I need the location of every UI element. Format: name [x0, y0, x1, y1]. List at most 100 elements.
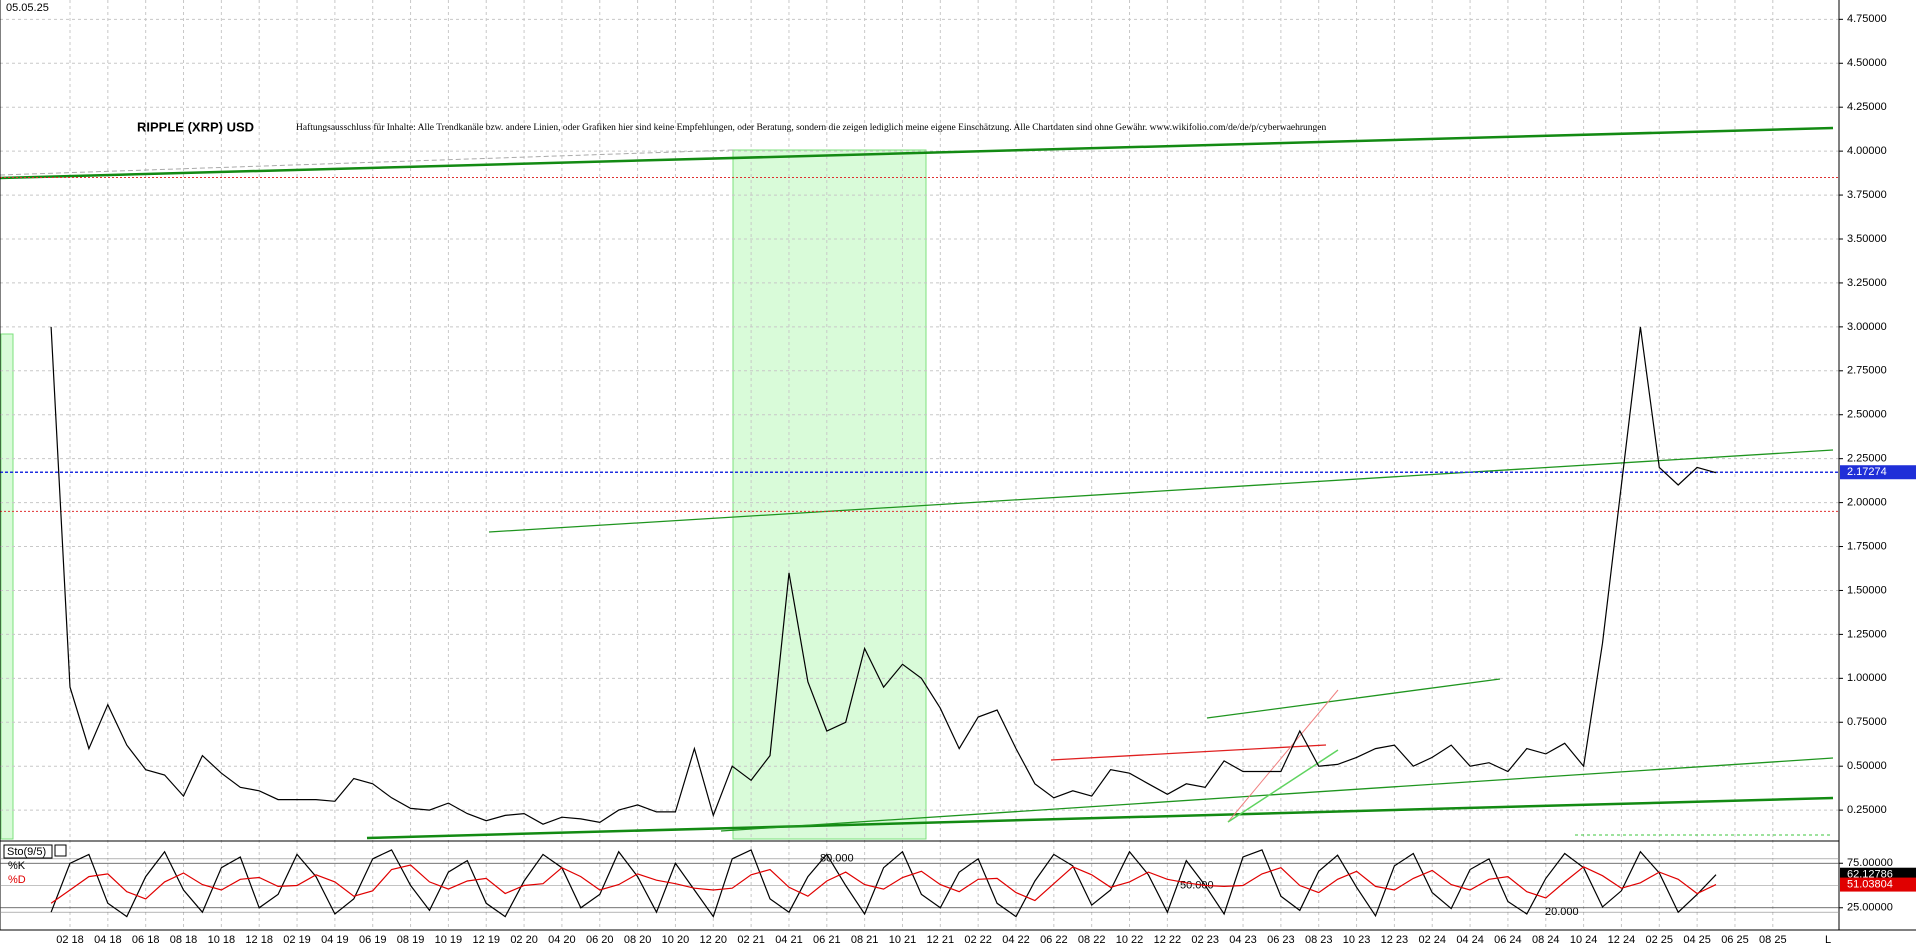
x-tick-label: 02 18 — [56, 934, 84, 946]
y-tick-label: 1.25000 — [1847, 628, 1887, 640]
x-tick-label: 04 19 — [321, 934, 349, 946]
x-tick-label: 02 21 — [737, 934, 765, 946]
x-tick-label: 08 24 — [1532, 934, 1560, 946]
value-label: 51.03804 — [1847, 878, 1893, 890]
x-tick-label: 10 21 — [889, 934, 917, 946]
trendline — [720, 757, 1834, 832]
x-tick-label: 10 18 — [208, 934, 236, 946]
corner-label: L — [1825, 934, 1831, 946]
x-tick-label: 04 25 — [1683, 934, 1711, 946]
y-tick-label: 1.75000 — [1847, 540, 1887, 552]
y-tick-label: 1.00000 — [1847, 672, 1887, 684]
x-tick-label: 06 22 — [1040, 934, 1068, 946]
trendline — [0, 149, 734, 176]
x-tick-label: 02 22 — [964, 934, 992, 946]
trendlines — [0, 126, 1839, 840]
expand-button[interactable] — [54, 844, 67, 857]
x-tick-label: 10 22 — [1116, 934, 1144, 946]
x-tick-label: 04 23 — [1229, 934, 1257, 946]
x-tick-label: 12 21 — [927, 934, 955, 946]
y-tick-label: 0.75000 — [1847, 716, 1887, 728]
x-tick-label: 10 19 — [435, 934, 463, 946]
x-tick-label: 08 21 — [851, 934, 879, 946]
trendline — [1227, 689, 1339, 823]
oscillator-line — [50, 849, 1717, 918]
x-tick-label: 04 21 — [775, 934, 803, 946]
x-tick-label: 08 22 — [1078, 934, 1106, 946]
indicator-title: Sto(9/5) — [7, 846, 46, 858]
y-tick-label: 2.75000 — [1847, 365, 1887, 377]
x-tick-label: 02 19 — [283, 934, 311, 946]
legend-entry: %D — [8, 874, 26, 886]
highlight-zone — [0, 333, 14, 840]
y-tick-label: 3.00000 — [1847, 321, 1887, 333]
x-tick-label: 12 19 — [472, 934, 500, 946]
y-tick-label: 1.50000 — [1847, 584, 1887, 596]
y-tick-label: 3.25000 — [1847, 277, 1887, 289]
y-tick-label: 75.00000 — [1847, 857, 1893, 869]
y-tick-label: 4.50000 — [1847, 57, 1887, 69]
x-tick-label: 06 24 — [1494, 934, 1522, 946]
y-tick-label: 3.50000 — [1847, 233, 1887, 245]
legend-entry: %K — [8, 860, 26, 872]
x-tick-label: 02 24 — [1418, 934, 1446, 946]
trendline — [0, 126, 1834, 180]
chart-title: RIPPLE (XRP) USD — [137, 119, 254, 134]
y-tick-label: 2.25000 — [1847, 453, 1887, 465]
x-tick-label: 06 25 — [1721, 934, 1749, 946]
trendline — [366, 796, 1834, 840]
x-tick-label: 02 25 — [1646, 934, 1674, 946]
last-price-box — [1840, 465, 1916, 480]
y-tick-label: 4.00000 — [1847, 145, 1887, 157]
x-tick-label: 08 19 — [397, 934, 425, 946]
trendline — [1206, 678, 1501, 719]
disclaimer: Haftungsausschluss für Inhalte: Alle Tre… — [296, 122, 1327, 133]
x-tick-label: 12 23 — [1381, 934, 1409, 946]
x-tick-label: 10 23 — [1343, 934, 1371, 946]
y-tick-label: 4.25000 — [1847, 101, 1887, 113]
x-tick-label: 08 25 — [1759, 934, 1787, 946]
x-tick-label: 08 18 — [170, 934, 198, 946]
price-line — [50, 326, 1717, 825]
level-label: 20.000 — [1545, 906, 1579, 918]
grid — [0, 0, 1839, 930]
x-tick-label: 08 20 — [624, 934, 652, 946]
level-label: 80.000 — [820, 853, 854, 865]
value-box — [1840, 877, 1916, 892]
y-tick-label: 0.25000 — [1847, 804, 1887, 816]
oscillator-line — [50, 864, 1717, 904]
date-label: 05.05.25 — [6, 2, 49, 14]
level-label: 50.000 — [1180, 879, 1214, 891]
indicator-box[interactable] — [3, 844, 53, 859]
x-tick-label: 04 20 — [548, 934, 576, 946]
x-tick-label: 12 20 — [700, 934, 728, 946]
y-tick-label: 3.75000 — [1847, 189, 1887, 201]
x-tick-label: 12 24 — [1608, 934, 1636, 946]
last-price-label: 2.17274 — [1847, 466, 1887, 478]
y-tick-label: 2.00000 — [1847, 497, 1887, 509]
trendline — [488, 449, 1834, 533]
y-tick-label: 25.00000 — [1847, 902, 1893, 914]
x-tick-label: 10 20 — [662, 934, 690, 946]
x-tick-label: 02 20 — [510, 934, 538, 946]
trendline — [1227, 749, 1339, 823]
y-tick-label: 4.75000 — [1847, 13, 1887, 25]
x-tick-label: 04 24 — [1456, 934, 1484, 946]
trendline — [1050, 744, 1327, 761]
x-tick-label: 04 22 — [1002, 934, 1030, 946]
x-tick-label: 06 18 — [132, 934, 160, 946]
x-tick-label: 06 23 — [1267, 934, 1295, 946]
x-tick-label: 08 23 — [1305, 934, 1333, 946]
highlight-zone — [732, 149, 927, 840]
y-tick-label: 0.50000 — [1847, 760, 1887, 772]
x-tick-label: 06 21 — [813, 934, 841, 946]
x-tick-label: 04 18 — [94, 934, 122, 946]
x-tick-label: 10 24 — [1570, 934, 1598, 946]
x-tick-label: 02 23 — [1191, 934, 1219, 946]
y-tick-label: 2.50000 — [1847, 409, 1887, 421]
x-tick-label: 06 19 — [359, 934, 387, 946]
x-tick-label: 12 18 — [245, 934, 273, 946]
x-tick-label: 06 20 — [586, 934, 614, 946]
